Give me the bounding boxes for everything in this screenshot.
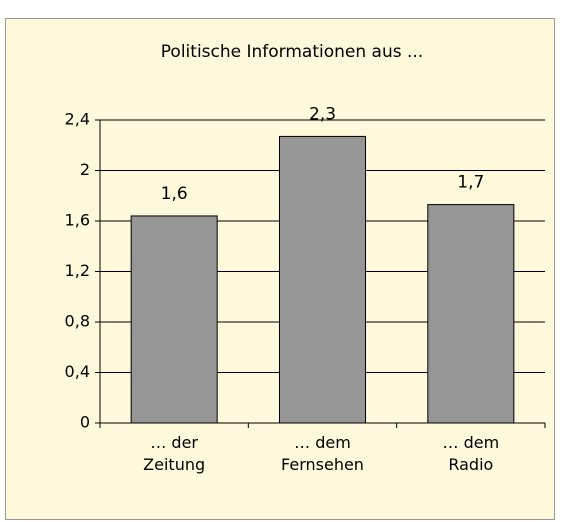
value-label: 2,3 <box>309 104 336 124</box>
bar <box>130 215 218 424</box>
y-tick-label: 0 <box>80 413 90 432</box>
y-tick-label: 0,8 <box>65 312 90 331</box>
bar <box>427 204 515 424</box>
y-tick-label: 0,4 <box>65 362 90 381</box>
y-tick-label: 2 <box>80 160 90 179</box>
value-label: 1,7 <box>457 173 484 193</box>
y-tick-label: 2,4 <box>65 110 90 129</box>
bar <box>278 135 367 424</box>
y-tick-label: 1,2 <box>65 261 90 280</box>
x-tick-label: … dem Radio <box>442 433 499 474</box>
x-tick-label: … der Zeitung <box>143 433 205 474</box>
y-tick-label: 1,6 <box>65 211 90 230</box>
chart-title: Politische Informationen aus ... <box>161 42 423 62</box>
value-label: 1,6 <box>161 184 188 204</box>
x-tick-label: … dem Fernsehen <box>281 433 364 474</box>
